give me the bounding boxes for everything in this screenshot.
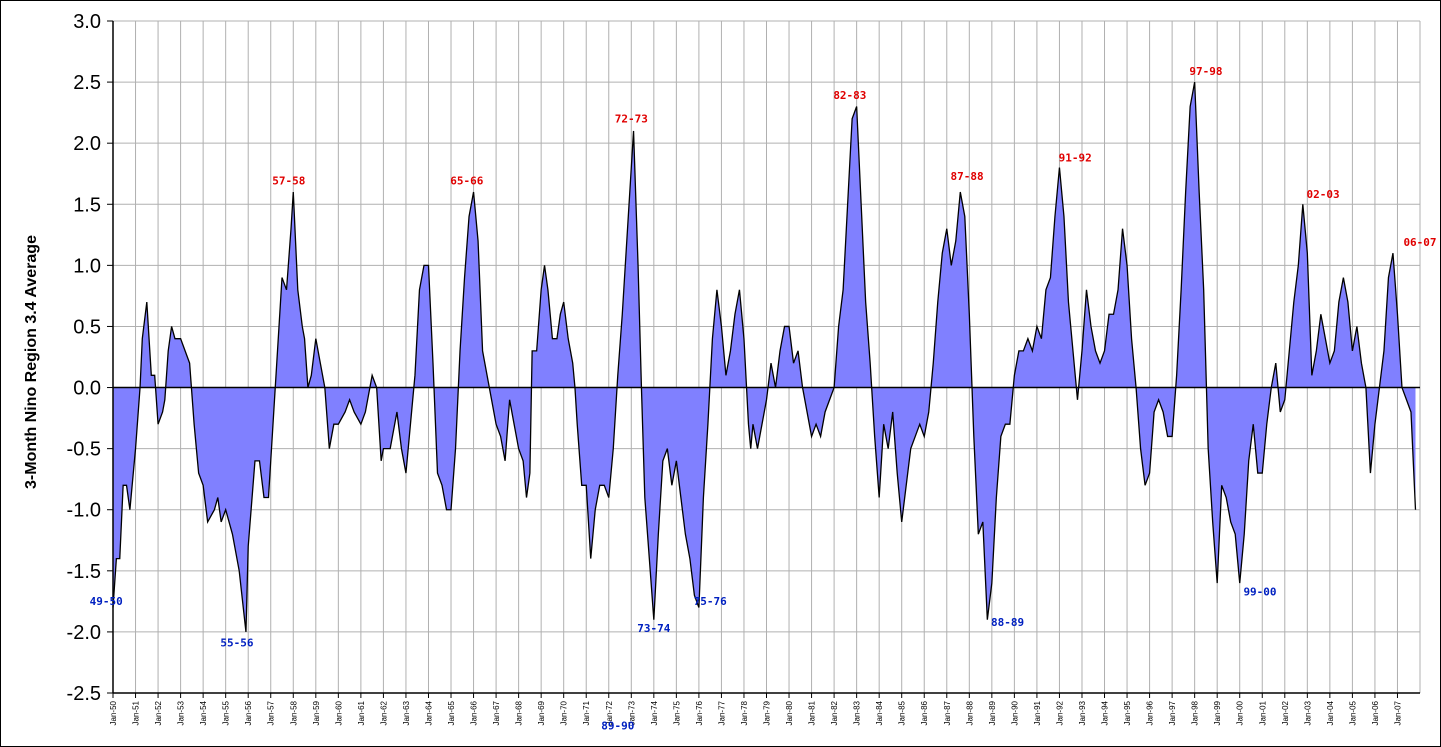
y-tick-label: -2.0	[67, 622, 101, 644]
x-tick-label: Jan-64	[424, 700, 433, 725]
x-tick-label: Jan-83	[853, 700, 862, 725]
x-tick-label: Jan-50	[109, 700, 118, 725]
x-tick-label: Jan-96	[1146, 700, 1155, 725]
annotation-layer: 49-50 55-56 57-58 65-66 72-73 73-74 75-76 89-90…	[90, 65, 1437, 733]
event-annotation: 91-92	[1059, 152, 1092, 165]
event-annotation: 82-83	[833, 89, 866, 102]
x-tick-label: Jan-61	[357, 700, 366, 725]
x-tick-label: Jan-70	[560, 700, 569, 725]
x-tick-label: Jan-00	[1236, 700, 1245, 725]
event-annotation: 99-00	[1243, 585, 1276, 598]
y-tick-label: 0.5	[73, 316, 101, 338]
x-tick-label: Jan-78	[740, 700, 749, 725]
series-line	[112, 81, 1417, 632]
x-tick-label: Jan-68	[515, 700, 524, 725]
event-annotation: 57-58	[272, 175, 305, 188]
event-annotation: 97-98	[1189, 65, 1222, 78]
x-tick-label: Jan-71	[582, 700, 591, 725]
y-tick-label: 2.5	[73, 72, 101, 94]
x-tick-label: Jan-03	[1303, 700, 1312, 725]
x-tick-label: Jan-73	[627, 700, 636, 725]
x-tick-label: Jan-05	[1348, 700, 1357, 725]
x-tick-label: Jan-99	[1213, 700, 1222, 725]
x-tick-label: Jan-58	[289, 700, 298, 725]
event-annotation: 55-56	[220, 637, 253, 650]
x-tick-label: Jan-59	[312, 700, 321, 725]
series-area-fill	[113, 82, 1416, 632]
x-tick-label: Jan-91	[1033, 700, 1042, 725]
x-tick-label: Jan-87	[943, 700, 952, 725]
x-tick-label: Jan-60	[334, 700, 343, 725]
x-tick-label: Jan-82	[830, 700, 839, 725]
x-tick-label: Jan-65	[447, 700, 456, 725]
y-tick-label: -0.5	[67, 439, 101, 461]
event-annotation: 65-66	[450, 175, 483, 188]
x-tick-label: Jan-85	[898, 700, 907, 725]
x-tick-label: Jan-53	[177, 700, 186, 725]
x-tick-label: Jan-95	[1123, 700, 1132, 725]
x-tick-label: Jan-67	[492, 700, 501, 725]
x-tick-label: Jan-76	[695, 700, 704, 725]
event-annotation: 88-89	[991, 616, 1024, 629]
y-tick-label: -2.5	[67, 683, 101, 705]
event-annotation: 49-50	[90, 595, 123, 608]
area-layer	[112, 81, 1417, 632]
x-tick-label: Jan-63	[402, 700, 411, 725]
x-tick-label: Jan-98	[1191, 700, 1200, 725]
y-axis-label: 3-Month Nino Region 3.4 Average	[23, 235, 40, 489]
x-tick-label: Jan-92	[1055, 700, 1064, 725]
y-tick-label: 1.0	[73, 255, 101, 277]
x-tick-label: Jan-75	[672, 700, 681, 725]
x-tick-label: Jan-94	[1101, 700, 1110, 725]
x-tick-label: Jan-55	[222, 700, 231, 725]
event-annotation: 89-90	[601, 720, 634, 733]
x-tick-label: Jan-74	[650, 700, 659, 725]
event-annotation: 75-76	[694, 595, 727, 608]
x-tick-labels: Jan-50 Jan-51 Jan-52 Jan-53 Jan-54 Jan-55 Jan-…	[109, 700, 1402, 725]
x-tick-label: Jan-81	[808, 700, 817, 725]
x-tick-label: Jan-89	[988, 700, 997, 725]
x-tick-label: Jan-66	[470, 700, 479, 725]
x-tick-label: Jan-77	[717, 700, 726, 725]
x-tick-label: Jan-51	[132, 700, 141, 725]
x-tick-label: Jan-52	[154, 700, 163, 725]
event-annotation: 02-03	[1307, 188, 1340, 201]
x-tick-label: Jan-86	[920, 700, 929, 725]
event-annotation: 87-88	[950, 170, 983, 183]
x-tick-label: Jan-90	[1010, 700, 1019, 725]
y-tick-label: 2.0	[73, 133, 101, 155]
y-tick-label: -1.5	[67, 561, 101, 583]
x-tick-label: Jan-01	[1258, 700, 1267, 725]
x-tick-label: Jan-80	[785, 700, 794, 725]
y-tick-label: -1.0	[67, 500, 101, 522]
y-tick-label: 3.0	[73, 11, 101, 33]
event-annotation: 73-74	[637, 622, 670, 635]
event-annotation: 06-07	[1403, 236, 1436, 249]
event-annotation: 72-73	[615, 112, 648, 125]
x-tick-label: Jan-56	[244, 700, 253, 725]
x-tick-label: Jan-57	[267, 700, 276, 725]
y-tick-label: 0.0	[73, 378, 101, 400]
x-tick-label: Jan-93	[1078, 700, 1087, 725]
x-tick-label: Jan-06	[1371, 700, 1380, 725]
y-tick-labels: 3.0 2.5 2.0 1.5 1.0 0.5 0.0 -0.5 -1.0 -1.5 -2.0 -2.…	[67, 11, 101, 705]
x-tick-label: Jan-72	[605, 700, 614, 725]
x-tick-label: Jan-88	[965, 700, 974, 725]
x-tick-label: Jan-84	[875, 700, 884, 725]
y-tick-label: 1.5	[73, 194, 101, 216]
x-tick-label: Jan-69	[537, 700, 546, 725]
x-tick-label: Jan-79	[763, 700, 772, 725]
x-tick-label: Jan-97	[1168, 700, 1177, 725]
x-tick-label: Jan-02	[1281, 700, 1290, 725]
x-tick-label: Jan-54	[199, 700, 208, 725]
axis-layer	[107, 20, 1420, 698]
x-tick-label: Jan-62	[379, 700, 388, 725]
x-tick-label: Jan-07	[1393, 700, 1402, 725]
x-tick-label: Jan-04	[1326, 700, 1335, 725]
